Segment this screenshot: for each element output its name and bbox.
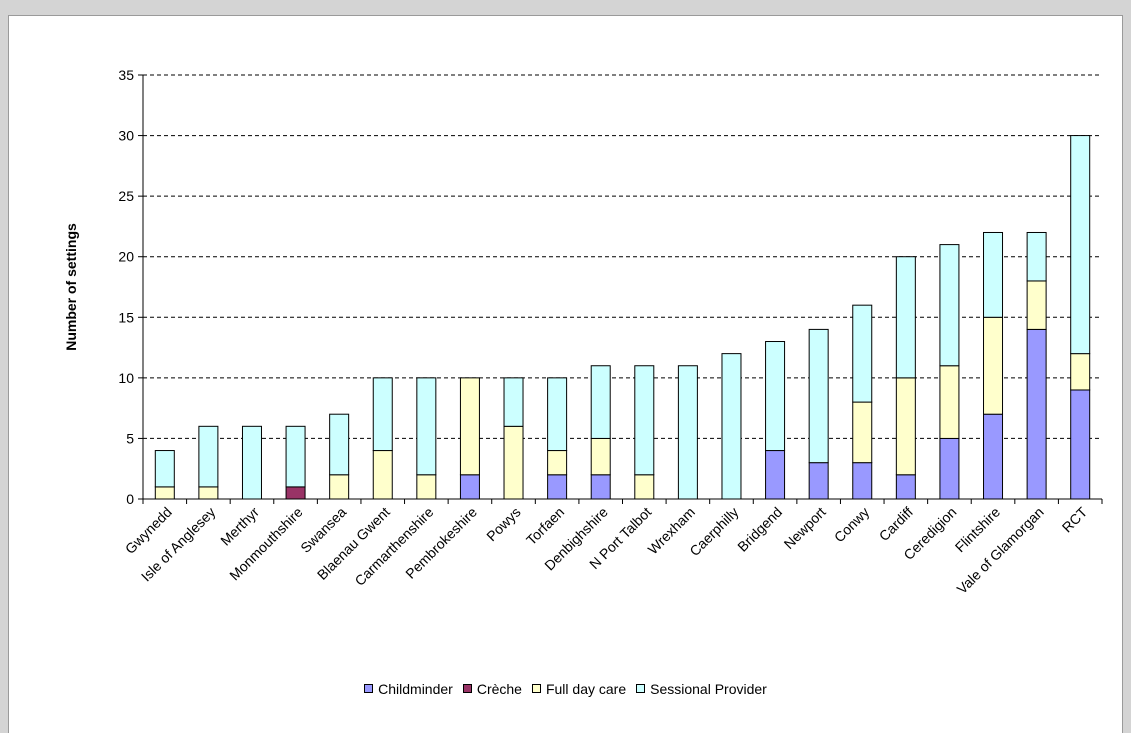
bar-childminder-rct: [1070, 389, 1091, 500]
bar-full-day-care-swansea: [329, 474, 350, 500]
legend-item: Childminder: [364, 681, 453, 697]
bar-sessional-provider-bridgend: [765, 341, 786, 452]
x-tick-label: Bridgend: [734, 504, 785, 555]
legend-label: Crèche: [476, 680, 522, 697]
bar-sessional-provider-merthyr: [241, 425, 262, 500]
y-tick-label: 0: [126, 491, 134, 507]
legend-swatch: [636, 684, 646, 693]
bar-sessional-provider-cardiff: [895, 256, 916, 379]
bar-sessional-provider-newport: [808, 328, 829, 464]
legend: Childminder Crèche Full day care Sessional …: [0, 680, 1131, 697]
bar-childminder-conwy: [852, 462, 873, 500]
bar-sessional-provider-wrexham: [677, 365, 698, 500]
bar-sessional-provider-denbighshire: [590, 365, 611, 439]
bar-sessional-provider-caerphilly: [721, 353, 742, 500]
bar-cr-che-monmouthshire: [285, 486, 306, 500]
legend-swatch: [531, 684, 541, 693]
bar-sessional-provider-vale-of-glamorgan: [1026, 231, 1047, 282]
bar-sessional-provider-gwynedd: [154, 450, 175, 488]
x-tick-label: Carmarthenshire: [351, 504, 436, 589]
bar-full-day-care-cardiff: [895, 377, 916, 476]
y-axis-label: Number of settings: [62, 223, 79, 351]
legend-item: Crèche: [462, 680, 522, 697]
bar-full-day-care-conwy: [852, 401, 873, 464]
bar-childminder-newport: [808, 462, 829, 500]
y-tick-label: 30: [118, 128, 134, 144]
bar-childminder-vale-of-glamorgan: [1026, 328, 1047, 500]
bar-full-day-care-blaenau-gwent: [372, 450, 393, 500]
bar-full-day-care-n-port-talbot: [634, 474, 655, 500]
bar-full-day-care-torfaen: [547, 450, 568, 476]
axes: [138, 74, 1103, 504]
y-tick-label: 5: [126, 430, 134, 446]
x-tick-label: RCT: [1059, 503, 1091, 535]
bar-sessional-provider-rct: [1070, 135, 1091, 355]
bar-sessional-provider-ceredigion: [939, 244, 960, 367]
bar-sessional-provider-conwy: [852, 304, 873, 403]
bar-childminder-ceredigion: [939, 437, 960, 500]
bar-full-day-care-ceredigion: [939, 365, 960, 439]
legend-label: Sessional Provider: [650, 680, 767, 697]
bar-childminder-flintshire: [983, 413, 1004, 500]
y-tick-label: 20: [118, 249, 134, 265]
bar-childminder-denbighshire: [590, 474, 611, 500]
bar-full-day-care-rct: [1070, 353, 1091, 391]
bar-sessional-provider-flintshire: [983, 231, 1004, 318]
y-tick-labels: 0 5 10 15 20 25 30 35: [118, 67, 134, 507]
legend-item: Full day care: [531, 680, 627, 697]
bar-full-day-care-powys: [503, 425, 524, 500]
bar-sessional-provider-blaenau-gwent: [372, 377, 393, 452]
y-tick-label: 10: [118, 370, 134, 386]
bar-childminder-torfaen: [547, 474, 568, 500]
bar-sessional-provider-n-port-talbot: [634, 365, 655, 476]
x-tick-label: Newport: [781, 504, 829, 552]
y-tick-label: 25: [118, 188, 134, 204]
bars: [154, 135, 1091, 500]
bar-full-day-care-flintshire: [983, 316, 1004, 415]
legend-label: Childminder: [378, 680, 453, 697]
bar-sessional-provider-swansea: [329, 413, 350, 476]
y-tick-label: 15: [118, 309, 134, 325]
x-tick-label: Powys: [483, 504, 523, 544]
bar-sessional-provider-monmouthshire: [285, 425, 306, 488]
bar-sessional-provider-torfaen: [547, 377, 568, 452]
bar-full-day-care-vale-of-glamorgan: [1026, 280, 1047, 330]
bar-full-day-care-isle-of-anglesey: [198, 486, 219, 500]
bar-sessional-provider-powys: [503, 377, 524, 427]
bar-childminder-pembrokeshire: [459, 474, 480, 500]
bar-sessional-provider-carmarthenshire: [416, 377, 437, 476]
bar-full-day-care-carmarthenshire: [416, 474, 437, 500]
bar-sessional-provider-isle-of-anglesey: [198, 425, 219, 488]
bar-childminder-cardiff: [895, 474, 916, 500]
bar-full-day-care-denbighshire: [590, 437, 611, 476]
legend-swatch: [462, 684, 472, 693]
legend-swatch: [364, 684, 374, 693]
x-tick-label: Cardiff: [876, 504, 916, 544]
bar-childminder-bridgend: [765, 450, 786, 500]
bar-full-day-care-pembrokeshire: [459, 377, 480, 476]
legend-label: Full day care: [545, 680, 627, 697]
legend-item: Sessional Provider: [636, 681, 767, 697]
bar-full-day-care-gwynedd: [154, 486, 175, 500]
y-tick-label: 35: [118, 67, 134, 83]
x-tick-label: Isle of Anglesey: [138, 504, 219, 585]
x-tick-label: Conwy: [831, 504, 873, 546]
chart-frame: [8, 15, 1123, 733]
